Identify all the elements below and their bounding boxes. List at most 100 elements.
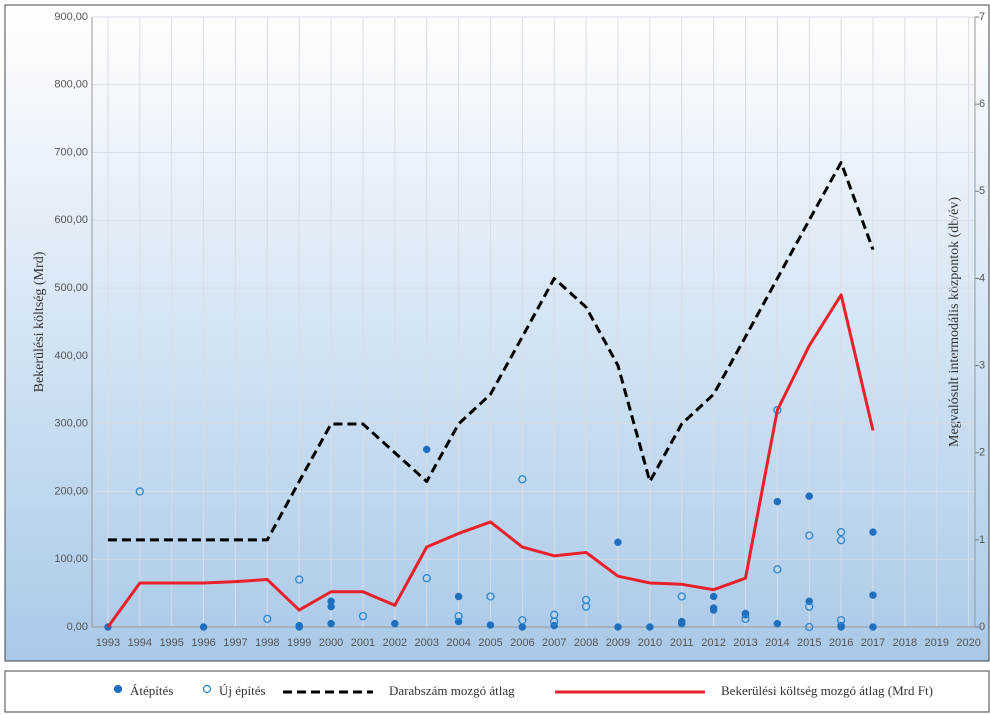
y-tick-label: 400,00 xyxy=(54,350,88,362)
scatter-point xyxy=(454,612,463,621)
y2-tick-label: 6 xyxy=(979,98,985,110)
line-series xyxy=(107,161,875,542)
x-tick-label: 2009 xyxy=(606,637,630,649)
scatter-point xyxy=(295,621,303,630)
y2-tick-label: 4 xyxy=(979,272,985,284)
scatter-point xyxy=(805,602,814,611)
x-tick-label: 2012 xyxy=(701,637,725,649)
scatter-point xyxy=(869,623,877,631)
scatter-point xyxy=(805,622,814,632)
x-tick-label: 2006 xyxy=(510,637,534,649)
x-tick-label: 2000 xyxy=(319,637,343,649)
x-tick-label: 2003 xyxy=(414,637,438,649)
x-tick-label: 2013 xyxy=(733,637,757,649)
scatter-point xyxy=(805,492,813,500)
legend-label: Átépítés xyxy=(130,683,173,698)
scatter-point xyxy=(836,536,846,545)
scatter-point xyxy=(773,619,782,628)
scatter-point xyxy=(358,612,368,621)
x-tick-label: 1994 xyxy=(128,637,152,649)
x-tick-label: 1996 xyxy=(191,637,215,649)
y-tick-label: 100,00 xyxy=(54,553,88,565)
x-tick-label: 1997 xyxy=(223,637,247,649)
y-axis-title: Bekerülési költség (Mrd) xyxy=(32,251,47,392)
x-tick-label: 1995 xyxy=(159,637,183,649)
scatter-point xyxy=(869,591,877,599)
scatter-point xyxy=(581,602,591,611)
x-tick-label: 2007 xyxy=(542,637,566,649)
y-tick-label: 500,00 xyxy=(54,282,88,294)
scatter-point xyxy=(454,592,463,601)
scatter-point xyxy=(518,616,527,625)
y-tick-label: 900,00 xyxy=(54,11,88,23)
line-series xyxy=(106,293,875,628)
y2-tick-label: 2 xyxy=(979,447,985,459)
scatter-point xyxy=(422,574,431,583)
scatter-point xyxy=(199,623,208,631)
legend-box xyxy=(4,670,990,713)
x-tick-label: 2019 xyxy=(925,637,949,649)
scatter-point xyxy=(135,487,144,496)
scatter-point xyxy=(263,614,272,624)
y-tick-label: 700,00 xyxy=(54,146,88,158)
scatter-point xyxy=(677,619,686,628)
legend-marker xyxy=(202,684,212,694)
legend-label: Bekerülési költség mozgó átlag (Mrd Ft) xyxy=(721,683,933,698)
scatter-point xyxy=(486,621,495,629)
x-tick-label: 1993 xyxy=(96,637,120,649)
scatter-point xyxy=(709,604,718,612)
scatter-point xyxy=(836,527,846,537)
scatter-point xyxy=(805,531,814,540)
scatter-point xyxy=(773,565,782,574)
scatter-point xyxy=(391,619,399,628)
x-tick-label: 2014 xyxy=(765,637,789,649)
x-tick-label: 2008 xyxy=(574,637,598,649)
scatter-point xyxy=(327,602,335,611)
y2-tick-label: 0 xyxy=(979,621,985,633)
scatter-point xyxy=(741,614,750,624)
x-tick-label: 2015 xyxy=(797,637,821,649)
y-tick-label: 800,00 xyxy=(54,79,88,91)
x-tick-label: 1999 xyxy=(287,637,311,649)
scatter-point xyxy=(518,623,527,631)
scatter-point xyxy=(773,497,782,506)
y2-tick-label: 3 xyxy=(979,359,985,371)
x-tick-label: 2020 xyxy=(956,637,980,649)
scatter-point xyxy=(327,619,335,628)
scatter-point xyxy=(646,623,654,631)
y2-tick-label: 1 xyxy=(979,534,985,546)
y2-axis-title: Megvalósult intermodális központok (db/é… xyxy=(947,197,962,447)
scatter-point xyxy=(614,538,622,547)
x-tick-label: 2017 xyxy=(861,637,885,649)
legend-label: Darabszám mozgó átlag xyxy=(389,683,515,698)
scatter-point xyxy=(869,528,877,536)
scatter-point xyxy=(709,592,718,601)
scatter-point xyxy=(550,617,559,626)
plot-background xyxy=(4,4,990,662)
x-tick-label: 2018 xyxy=(893,637,917,649)
y-tick-label: 300,00 xyxy=(54,418,88,430)
y2-tick-label: 7 xyxy=(979,11,985,23)
y-tick-label: 600,00 xyxy=(54,214,88,226)
y2-tick-label: 5 xyxy=(979,185,985,197)
x-tick-label: 2011 xyxy=(670,637,694,649)
scatter-point xyxy=(295,575,304,584)
scatter-point xyxy=(677,592,686,601)
x-tick-label: 2016 xyxy=(829,637,853,649)
x-tick-label: 2010 xyxy=(638,637,662,649)
legend-label: Új építés xyxy=(219,683,266,698)
scatter-point xyxy=(518,475,527,484)
legend-marker xyxy=(113,684,123,694)
scatter-point xyxy=(486,592,495,601)
x-tick-label: 2004 xyxy=(446,637,470,649)
y-tick-label: 0,00 xyxy=(67,621,88,633)
x-tick-label: 2001 xyxy=(351,637,375,649)
x-tick-label: 1998 xyxy=(255,637,279,649)
scatter-point xyxy=(614,623,622,631)
scatter-point xyxy=(422,445,431,454)
scatter-point xyxy=(836,616,846,625)
x-tick-label: 2005 xyxy=(478,637,502,649)
y-tick-label: 200,00 xyxy=(54,485,88,497)
x-tick-label: 2002 xyxy=(383,637,407,649)
